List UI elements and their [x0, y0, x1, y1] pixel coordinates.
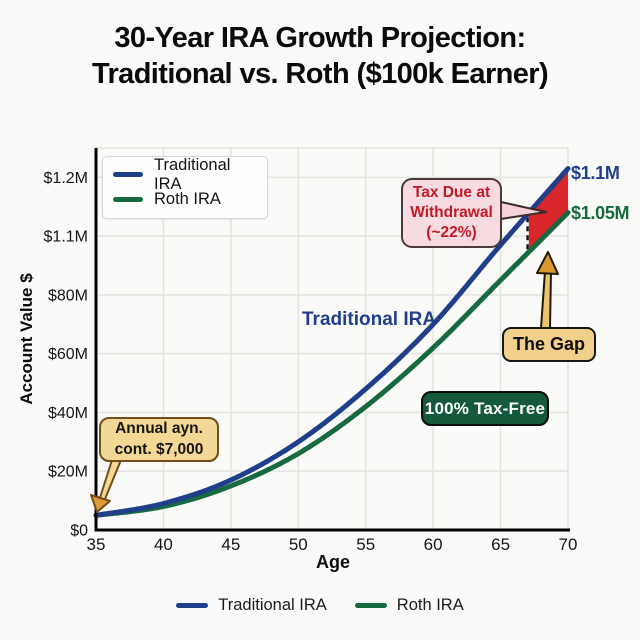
gap-arrow-shaft [540, 270, 552, 329]
plot-legend: Traditional IRA Roth IRA [102, 156, 268, 219]
y-tick-label: $20M [48, 464, 88, 481]
tax-gap-region [528, 168, 568, 252]
tax-due-line1: Tax Due at [412, 183, 491, 201]
legend-label-roth: Roth IRA [154, 190, 221, 208]
y-tick-label: $40M [48, 405, 88, 422]
traditional-line-swatch [113, 172, 143, 177]
y-axis-title: Account Value $ [17, 273, 36, 405]
bottom-legend-item-roth: Roth IRA [354, 593, 464, 618]
tax-due-callout: Tax Due at Withdrawal (~22%) [401, 178, 502, 248]
x-tick-label: 60 [424, 535, 443, 554]
bottom-legend-label-roth: Roth IRA [396, 596, 464, 614]
chart-title-line1: 30-Year IRA Growth Projection: [114, 22, 526, 54]
legend-item-traditional: Traditional IRA [113, 156, 257, 193]
x-tick-label: 65 [491, 535, 510, 554]
y-tick-label: $0 [70, 523, 88, 540]
contribution-arrow-head [90, 494, 111, 513]
contribution-callout: Annual ayn. cont. $7,000 [99, 417, 219, 462]
x-tick-label: 40 [154, 535, 173, 554]
roth-ira-curve [93, 210, 571, 518]
roth-line-swatch [354, 603, 387, 608]
chart-title: 30-Year IRA Growth Projection: Tradition… [0, 20, 640, 93]
tax-due-line3: (~22%) [426, 224, 477, 242]
y-tick-label: $60M [48, 346, 88, 363]
legend-item-roth: Roth IRA [113, 187, 257, 212]
traditional-curve-label: Traditional IRA [302, 309, 437, 330]
bottom-legend: Traditional IRA Roth IRA [0, 593, 640, 618]
contribution-line2: cont. $7,000 [114, 440, 204, 458]
y-tick-label: $1.1M [44, 229, 88, 246]
y-tick-label: $80M [48, 287, 88, 304]
x-tick-label: 45 [221, 535, 240, 554]
roth-line-swatch [113, 197, 143, 202]
y-tick-label: $1.2M [44, 170, 88, 187]
gap-arrow-head [536, 251, 559, 275]
roth-end-value: $1.05M [571, 203, 630, 223]
gap-label-box: The Gap [502, 327, 596, 362]
traditional-end-value: $1.1M [571, 163, 620, 183]
bottom-legend-item-traditional: Traditional IRA [176, 593, 327, 618]
x-tick-label: 35 [87, 535, 106, 554]
bottom-legend-label-traditional: Traditional IRA [218, 596, 327, 614]
chart-title-line2: Traditional vs. Roth ($100k Earner) [91, 58, 549, 91]
tax-due-line2: Withdrawal [410, 203, 493, 221]
tax-free-badge: 100% Tax-Free [421, 391, 549, 426]
legend-label-traditional: Traditional IRA [154, 155, 231, 193]
x-tick-label: 50 [289, 535, 308, 554]
x-axis-title: Age [315, 552, 350, 572]
traditional-line-swatch [176, 603, 209, 608]
x-tick-label: 70 [559, 535, 578, 554]
x-tick-label: 55 [356, 535, 375, 554]
traditional-ira-curve [93, 166, 571, 518]
contribution-line1: Annual ayn. [115, 420, 203, 438]
